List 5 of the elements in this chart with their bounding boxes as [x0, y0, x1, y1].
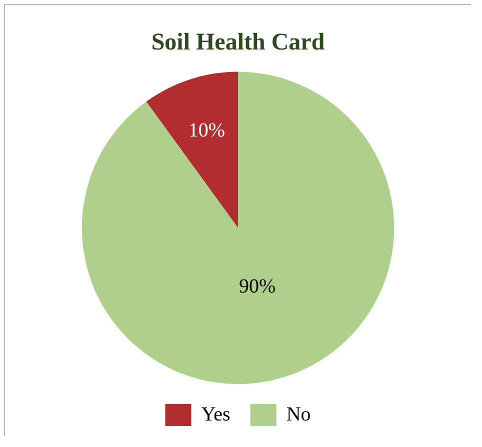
chart-title: Soil Health Card — [151, 30, 326, 56]
data-label: 90% — [238, 276, 276, 298]
legend-label: Yes — [201, 403, 231, 426]
legend-label: No — [286, 403, 311, 426]
data-label: 10% — [188, 120, 225, 142]
